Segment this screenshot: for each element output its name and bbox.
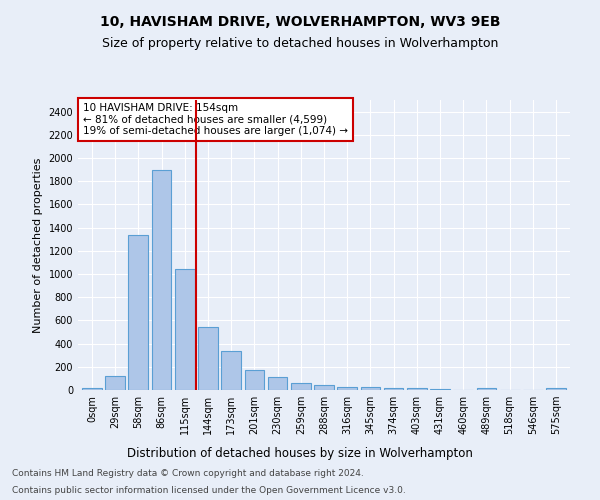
Bar [407,388,427,390]
Text: Contains public sector information licensed under the Open Government Licence v3: Contains public sector information licen… [12,486,406,495]
Bar [175,269,194,390]
Bar [128,234,148,390]
Bar [152,170,172,390]
Bar [291,383,311,390]
Bar [546,388,566,390]
Text: Contains HM Land Registry data © Crown copyright and database right 2024.: Contains HM Land Registry data © Crown c… [12,468,364,477]
Bar [384,388,403,390]
Bar [198,328,218,390]
Bar [337,386,357,390]
Bar [476,388,496,390]
Bar [268,377,287,390]
Text: Distribution of detached houses by size in Wolverhampton: Distribution of detached houses by size … [127,448,473,460]
Bar [361,387,380,390]
Bar [314,386,334,390]
Bar [105,376,125,390]
Text: 10 HAVISHAM DRIVE: 154sqm
← 81% of detached houses are smaller (4,599)
19% of se: 10 HAVISHAM DRIVE: 154sqm ← 81% of detac… [83,103,348,136]
Y-axis label: Number of detached properties: Number of detached properties [33,158,43,332]
Bar [245,370,264,390]
Bar [221,351,241,390]
Text: Size of property relative to detached houses in Wolverhampton: Size of property relative to detached ho… [102,38,498,51]
Bar [82,388,102,390]
Text: 10, HAVISHAM DRIVE, WOLVERHAMPTON, WV3 9EB: 10, HAVISHAM DRIVE, WOLVERHAMPTON, WV3 9… [100,15,500,29]
